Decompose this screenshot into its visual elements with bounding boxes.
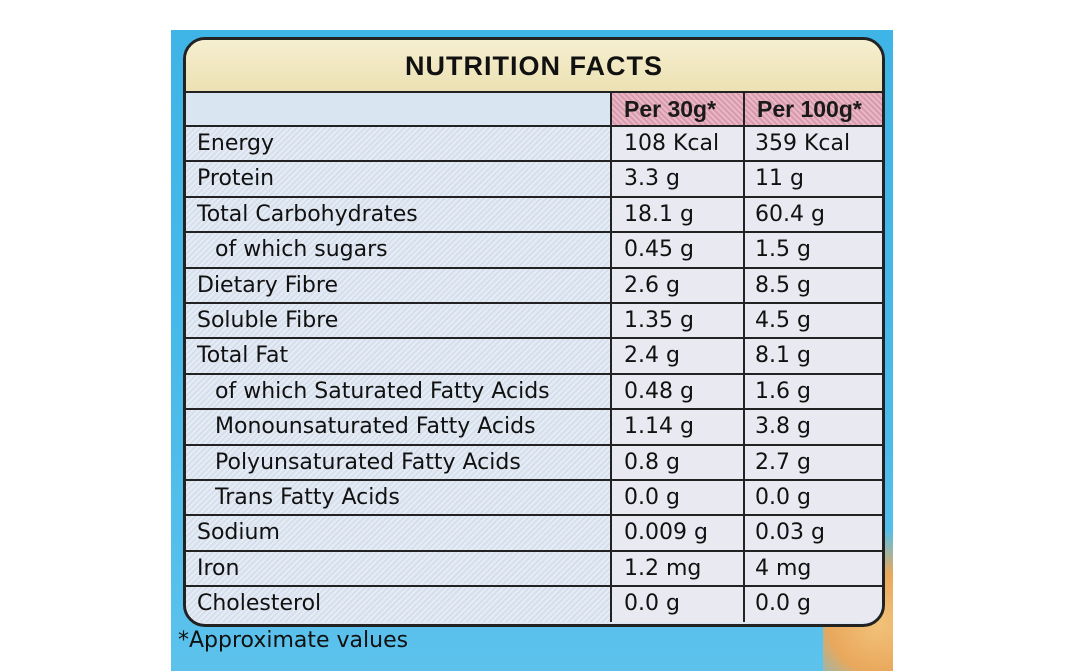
value-per-30g: 108 Kcal [610,127,743,161]
footnote: *Approximate values [178,628,409,653]
nutrition-table: Per 30g* Per 100g* Energy 108 Kcal 359 Kca… [186,93,882,623]
table-row: Soluble Fibre 1.35 g 4.5 g [186,303,882,340]
nutrient-name: Iron [186,551,610,586]
table-row: Cholesterol 0.0 g 0.0 g [186,587,882,623]
value-per-30g: 2.4 g [610,339,743,373]
value-per-30g: 1.2 mg [610,551,743,586]
value-per-100g: 1.5 g [743,233,882,267]
nutrient-name: Total Carbohydrates [186,197,610,232]
value-per-100g: 3.8 g [743,410,882,444]
value-per-100g: 0.0 g [743,587,882,623]
table-row: Total Fat 2.4 g 8.1 g [186,339,882,375]
value-per-100g: 4.5 g [743,303,882,338]
value-per-30g: 0.45 g [610,233,743,267]
nutrient-name: Total Fat [186,339,610,373]
table-header-row: Per 30g* Per 100g* [186,93,882,127]
value-per-30g: 0.0 g [610,480,743,515]
nutrition-facts-panel: NUTRITION FACTS Per 30g* Per 100g* Energ… [183,37,885,627]
table-body: Energy 108 Kcal 359 Kcal Protein 3.3 g 11 g To… [186,127,882,623]
value-per-30g: 3.3 g [610,162,743,196]
table-row: of which Saturated Fatty Acids 0.48 g 1.6 … [186,374,882,411]
nutrient-name: Sodium [186,516,610,550]
value-per-100g: 0.0 g [743,480,882,515]
nutrient-name: Polyunsaturated Fatty Acids [186,445,610,479]
value-per-100g: 8.1 g [743,339,882,373]
value-per-100g: 60.4 g [743,197,882,232]
value-per-100g: 8.5 g [743,268,882,302]
value-per-30g: 2.6 g [610,268,743,302]
value-per-30g: 0.0 g [610,587,743,623]
table-row: Polyunsaturated Fatty Acids 0.8 g 2.7 g [186,445,882,481]
value-per-30g: 1.14 g [610,410,743,444]
table-row: Sodium 0.009 g 0.03 g [186,516,882,552]
value-per-100g: 0.03 g [743,516,882,550]
table-row: Trans Fatty Acids 0.0 g 0.0 g [186,480,882,517]
value-per-30g: 18.1 g [610,197,743,232]
table-row: Dietary Fibre 2.6 g 8.5 g [186,268,882,304]
value-per-100g: 11 g [743,162,882,196]
value-per-100g: 359 Kcal [743,127,882,161]
nutrient-name: Energy [186,127,610,161]
nutrient-name: Protein [186,162,610,196]
column-header-per-30g: Per 30g* [610,93,743,125]
value-per-30g: 0.8 g [610,445,743,479]
table-row: Total Carbohydrates 18.1 g 60.4 g [186,197,882,234]
value-per-100g: 4 mg [743,551,882,586]
table-row: of which sugars 0.45 g 1.5 g [186,233,882,269]
value-per-100g: 2.7 g [743,445,882,479]
table-row: Iron 1.2 mg 4 mg [186,551,882,588]
nutrient-name: Soluble Fibre [186,303,610,338]
nutrition-facts-title: NUTRITION FACTS [186,40,882,93]
table-row: Energy 108 Kcal 359 Kcal [186,127,882,163]
table-row: Monounsaturated Fatty Acids 1.14 g 3.8 g [186,410,882,446]
value-per-100g: 1.6 g [743,374,882,409]
nutrient-name: of which sugars [186,233,610,267]
column-header-per-100g: Per 100g* [743,93,882,125]
nutrient-name: Dietary Fibre [186,268,610,302]
nutrient-name: of which Saturated Fatty Acids [186,374,610,409]
nutrient-name: Trans Fatty Acids [186,480,610,515]
value-per-30g: 1.35 g [610,303,743,338]
nutrient-name: Cholesterol [186,587,610,623]
table-row: Protein 3.3 g 11 g [186,162,882,198]
value-per-30g: 0.48 g [610,374,743,409]
nutrient-name: Monounsaturated Fatty Acids [186,410,610,444]
value-per-30g: 0.009 g [610,516,743,550]
